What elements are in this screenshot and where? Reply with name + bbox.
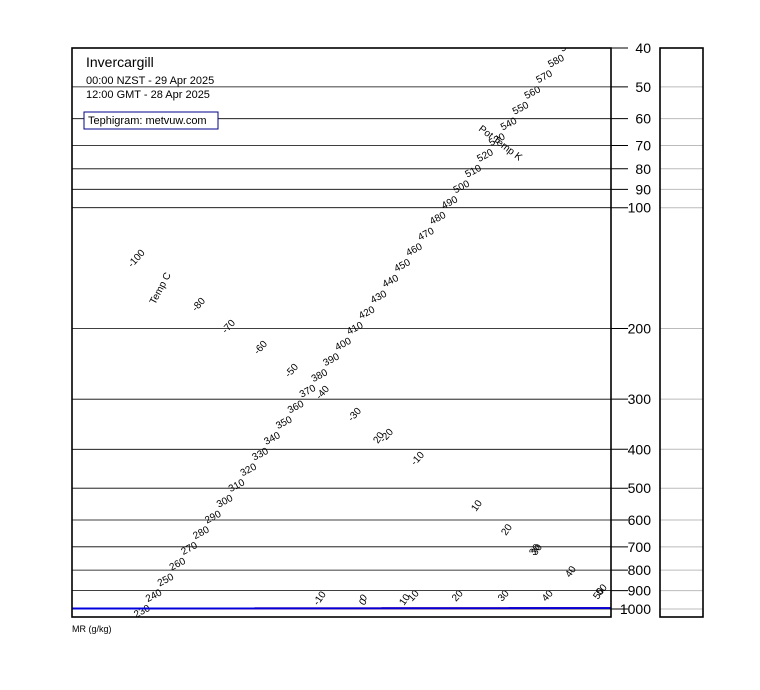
theta-label: 520 xyxy=(475,147,495,165)
isotherm-axis-title: Temp C xyxy=(148,271,174,307)
pressure-tick-label: 50 xyxy=(635,79,651,95)
gmt-time-label: 12:00 GMT - 28 Apr 2025 xyxy=(86,89,210,101)
theta-label: 540 xyxy=(499,115,519,133)
theta-label: 550 xyxy=(511,100,531,118)
theta-label: 280 xyxy=(191,524,211,542)
theta-label: 290 xyxy=(203,509,223,527)
isotherm-label: -30 xyxy=(346,406,364,424)
pressure-tick-label: 600 xyxy=(628,512,652,528)
theta-label: 500 xyxy=(452,178,472,196)
theta-label: 450 xyxy=(393,257,413,275)
theta-label: 390 xyxy=(322,351,342,369)
pressure-tick-label: 900 xyxy=(628,583,652,599)
theta-label: 490 xyxy=(440,194,460,212)
theta-label: 480 xyxy=(428,210,448,228)
pressure-tick-label: 60 xyxy=(635,111,651,127)
isotherm-label: -10 xyxy=(409,450,427,468)
theta-e-label: -10 xyxy=(311,589,329,608)
theta-e-label: 0 xyxy=(357,596,369,607)
theta-label: 370 xyxy=(298,383,318,401)
pressure-tick-label: 200 xyxy=(628,321,652,337)
tephigram-grid xyxy=(72,48,611,610)
theta-label: 300 xyxy=(215,493,235,511)
theta-label: 440 xyxy=(381,273,401,291)
theta-label: 360 xyxy=(286,398,306,416)
theta-label: 340 xyxy=(262,430,282,448)
pressure-tick-label: 800 xyxy=(628,562,652,578)
isotherm-label: -60 xyxy=(252,339,270,357)
theta-label: 410 xyxy=(345,320,365,338)
theta-label: 380 xyxy=(310,367,330,385)
theta-e-label: 30 xyxy=(527,542,543,558)
pressure-tick-label: 70 xyxy=(635,138,651,154)
isotherm-label: 0 xyxy=(358,592,370,604)
theta-label: 430 xyxy=(369,288,389,306)
credit-label: Tephigram: metvuw.com xyxy=(88,115,207,127)
pressure-tick-label: 90 xyxy=(635,181,651,197)
theta-label: 250 xyxy=(156,571,176,589)
credit-box xyxy=(83,111,219,130)
mr-axis-title: MR (g/kg) xyxy=(72,624,112,634)
theta-label: 240 xyxy=(144,587,164,605)
theta-label: 320 xyxy=(239,461,259,479)
isotherm-label: -70 xyxy=(220,318,238,336)
theta-e-label: 10 xyxy=(469,498,485,514)
plot-frame xyxy=(71,47,612,618)
pressure-tick-label: 700 xyxy=(628,539,652,555)
theta-label: 570 xyxy=(535,68,555,86)
pressure-tick-label: 1000 xyxy=(620,601,651,617)
pressure-tick-label: 300 xyxy=(628,391,652,407)
wind-panel xyxy=(659,47,704,618)
theta-label: 260 xyxy=(168,556,188,574)
pressure-tick-label: 400 xyxy=(628,441,652,457)
pressure-tick-label: 500 xyxy=(628,480,652,496)
theta-label: 310 xyxy=(227,477,247,495)
theta-label: 590 xyxy=(558,37,578,55)
isotherm-label: -50 xyxy=(283,362,301,380)
pressure-tick-label: 40 xyxy=(635,40,651,56)
local-time-label: 00:00 NZST - 29 Apr 2025 xyxy=(86,75,214,87)
theta-label: 400 xyxy=(333,336,353,354)
isotherm-label: -100 xyxy=(126,247,148,270)
theta-label: 330 xyxy=(251,446,271,464)
theta-label: 470 xyxy=(416,226,436,244)
theta-label: 420 xyxy=(357,304,377,322)
theta-label: 230 xyxy=(132,603,152,621)
theta-e-label: 40 xyxy=(563,564,579,580)
theta-label: 460 xyxy=(404,241,424,259)
pressure-axis: 40 50 60 70 80 90 100 200 300 400 500 600 700 800 900 1… xyxy=(611,40,703,617)
theta-label: 580 xyxy=(546,53,566,71)
theta-label: 510 xyxy=(464,163,484,181)
isotherm-label: -80 xyxy=(190,296,208,314)
pressure-tick-label: 100 xyxy=(628,200,652,216)
station-title: Invercargill xyxy=(86,54,154,70)
theta-label: 350 xyxy=(274,414,294,432)
pressure-tick-label: 80 xyxy=(635,161,651,177)
theta-e-label: 20 xyxy=(499,522,515,538)
theta-label: 270 xyxy=(180,540,200,558)
